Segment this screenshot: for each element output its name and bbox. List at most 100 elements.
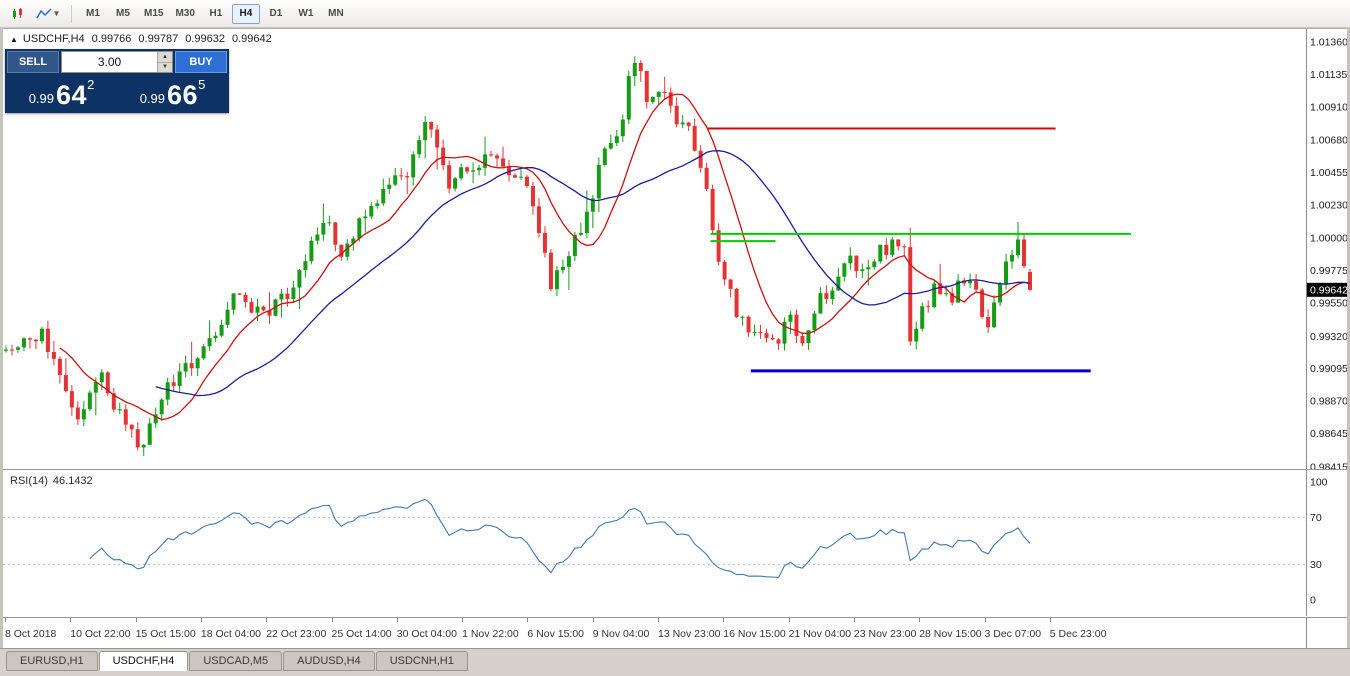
candle-body: [27, 338, 32, 340]
candle-body: [33, 339, 38, 342]
candle-body: [632, 62, 637, 77]
candle-body: [812, 313, 817, 331]
tab-audusd-h4[interactable]: AUDUSD,H4: [283, 651, 375, 671]
timeframe-m15[interactable]: M15: [139, 4, 168, 24]
timeframe-m30[interactable]: M30: [170, 4, 199, 24]
candle-body: [638, 62, 643, 71]
candle-body: [483, 154, 488, 168]
candle-body: [674, 105, 679, 125]
candle-body: [9, 349, 14, 351]
candle-body: [285, 293, 290, 299]
candle-body: [183, 363, 188, 372]
candle-body: [75, 407, 80, 420]
time-axis-tick: [135, 618, 137, 622]
time-axis-tick: [5, 618, 6, 622]
candle-body: [57, 358, 62, 376]
rsi-value: 46.1432: [52, 475, 93, 487]
sell-price[interactable]: 0.99 64 2: [7, 75, 116, 111]
candle-body: [345, 243, 350, 257]
candle-body: [548, 252, 553, 290]
timeframe-m5[interactable]: M5: [109, 4, 137, 24]
tab-eurusd-h1[interactable]: EURUSD,H1: [6, 651, 98, 671]
candle-body: [992, 302, 997, 328]
buy-button[interactable]: BUY: [175, 51, 227, 73]
sell-price-digits: 64: [56, 80, 88, 110]
candle-body: [806, 330, 811, 344]
time-axis[interactable]: 8 Oct 2018 10 Oct 22:00 15 Oct 15:00 18 Oct…: [3, 617, 1347, 650]
current-price-text: 0.99642: [1310, 284, 1347, 296]
timeframe-d1[interactable]: D1: [262, 4, 290, 24]
timeframe-h4[interactable]: H4: [231, 3, 260, 24]
candle-body: [896, 239, 901, 247]
tab-usdcad-m5[interactable]: USDCAD,M5: [189, 651, 283, 671]
ma-fast-line: [59, 93, 1031, 421]
candle-body: [692, 125, 697, 151]
price-axis-label: 1.00230: [1310, 200, 1347, 212]
candle-body: [381, 188, 386, 204]
candle-body: [926, 306, 931, 308]
candle-body: [842, 263, 847, 277]
candle-body: [1010, 255, 1015, 262]
timeframe-h1[interactable]: H1: [202, 4, 230, 24]
tab-usdcnh-h1[interactable]: USDCNH,H1: [375, 651, 468, 671]
chevron-down-icon: ▼: [52, 9, 61, 18]
candle-body: [1022, 239, 1027, 267]
candle-body: [668, 92, 673, 106]
indicator-glyph: [35, 7, 52, 18]
rsi-axis-label: 70: [1310, 512, 1322, 524]
candle-body: [195, 358, 200, 369]
pane-divider[interactable]: [3, 469, 1347, 470]
candlestick-glyph: [13, 7, 22, 19]
volume-input[interactable]: [62, 52, 157, 72]
candle-body: [405, 176, 410, 178]
candle-body: [596, 164, 601, 199]
rsi-chart[interactable]: 100 70 30 0: [3, 470, 1347, 616]
candle-body: [890, 239, 895, 255]
candle-body: [159, 399, 164, 415]
candle-body: [63, 375, 68, 392]
price-chart[interactable]: 1.01360 1.01135 1.00910 1.00680 1.00455 1.002…: [3, 29, 1347, 469]
candle-body: [716, 230, 721, 262]
candle-body: [213, 335, 218, 339]
chart-type-icon[interactable]: [5, 3, 31, 25]
candle-body: [950, 293, 955, 303]
candle-body: [129, 424, 134, 430]
timeframe-m1[interactable]: M1: [79, 4, 107, 24]
candle-body: [626, 76, 631, 120]
time-axis-tick: [723, 618, 725, 622]
candle-body: [554, 270, 559, 290]
volume-down-button[interactable]: ▼: [158, 62, 172, 72]
candle-body: [429, 121, 434, 130]
candle-body: [267, 310, 272, 316]
buy-price[interactable]: 0.99 66 5: [118, 75, 227, 111]
candle-body: [87, 392, 92, 410]
time-axis-tick: [592, 618, 594, 622]
price-axis-label: 0.99775: [1310, 265, 1347, 277]
time-axis-label: 10 Oct 22:00: [70, 628, 131, 640]
candle-body: [3, 349, 8, 351]
candle-body: [477, 167, 482, 171]
timeframe-w1[interactable]: W1: [292, 4, 320, 24]
candle-body: [51, 351, 56, 359]
candle-body: [752, 332, 757, 334]
candle-body: [69, 391, 74, 408]
candle-body: [417, 140, 422, 155]
volume-up-button[interactable]: ▲: [158, 52, 172, 63]
timeframe-mn[interactable]: MN: [322, 4, 350, 24]
indicators-icon[interactable]: ▼: [31, 3, 65, 25]
one-click-toggle-icon[interactable]: ▲: [10, 34, 18, 44]
tab-usdchf-h4[interactable]: USDCHF,H4: [98, 651, 189, 671]
candle-body: [680, 122, 685, 125]
candle-body: [219, 324, 224, 336]
toolbar-separator: [71, 4, 72, 23]
rsi-axis-label: 0: [1310, 595, 1316, 607]
price-axis-label: 0.99095: [1310, 363, 1347, 375]
sell-button[interactable]: SELL: [7, 51, 59, 73]
time-axis-label: 1 Nov 22:00: [462, 628, 519, 640]
candle-body: [656, 92, 661, 97]
candle-body: [39, 328, 44, 342]
buy-price-prefix: 0.99: [139, 91, 166, 106]
candle-body: [818, 293, 823, 314]
price-axis-label: 0.99550: [1310, 298, 1347, 310]
candle-body: [99, 372, 104, 383]
